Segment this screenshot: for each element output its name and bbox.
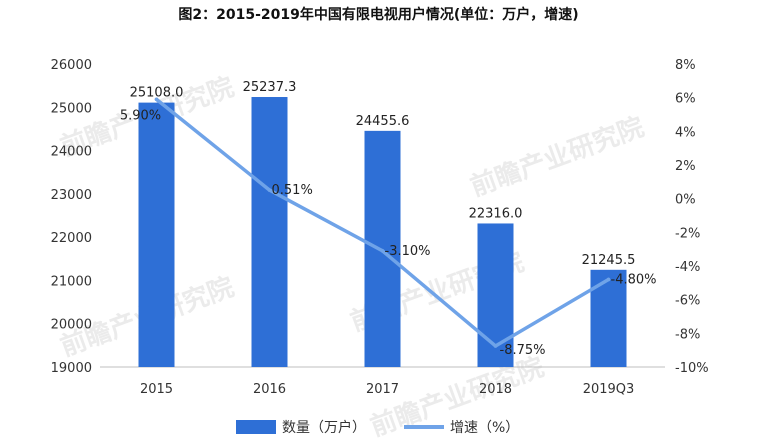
x-tick-label: 2016 (253, 382, 286, 397)
growth-value-label: 0.51% (272, 183, 313, 198)
bar-2015 (138, 102, 175, 368)
y-right-tick-label: 4% (675, 125, 696, 140)
data-labels: 25108.0 25237.3 24455.6 22316.0 21245.5 5.90%… (120, 80, 657, 358)
bar-2016 (251, 97, 288, 368)
bar-value-label: 25108.0 (130, 86, 184, 101)
bar-value-label: 21245.5 (582, 253, 636, 268)
growth-point-2016 (267, 188, 272, 192)
y-right-tick-label: -4% (675, 260, 700, 275)
growth-point-2018 (493, 344, 498, 348)
y-right-tick-label: 0% (675, 193, 696, 208)
y-left-tick-label: 23000 (51, 188, 92, 203)
y-left-tick-label: 20000 (51, 318, 92, 333)
growth-value-label: -4.80% (611, 272, 657, 287)
y-left-tick-label: 19000 (51, 361, 92, 376)
bar-value-label: 25237.3 (243, 80, 297, 95)
growth-point-2015 (154, 97, 159, 102)
legend-label-bar: 数量（万户） (282, 419, 366, 436)
y-right-tick-label: 8% (675, 58, 696, 73)
y-left-tick-label: 22000 (51, 231, 92, 246)
bar-value-label: 22316.0 (469, 206, 523, 221)
chart-title: 图2：2015-2019年中国有限电视用户情况(单位：万户，增速) (178, 7, 579, 23)
watermark-text-1: 前瞻产业研究院 (466, 111, 648, 202)
legend-swatch-bar (236, 420, 276, 434)
growth-value-label: -3.10% (385, 244, 431, 259)
legend: 数量（万户） 增速（%） (236, 419, 519, 436)
axes: 19000 20000 21000 22000 23000 24000 25000 26000… (51, 58, 709, 397)
y-right-tick-label: 2% (675, 159, 696, 174)
growth-value-label: 5.90% (120, 108, 161, 123)
bar-2018 (477, 223, 514, 367)
y-left-tick-label: 26000 (51, 58, 92, 73)
y-right-tick-label: -8% (675, 327, 700, 342)
y-right-tick-label: -2% (675, 226, 700, 241)
y-left-tick-label: 24000 (51, 145, 92, 160)
growth-point-2017 (380, 249, 385, 253)
growth-point-2019Q3 (606, 277, 611, 282)
bar-value-label: 24455.6 (356, 114, 410, 129)
x-tick-label: 2015 (140, 382, 173, 397)
y-right-tick-label: -10% (675, 361, 709, 376)
x-tick-label: 2018 (479, 382, 512, 397)
y-left-tick-label: 21000 (51, 274, 92, 289)
x-tick-label: 2019Q3 (583, 382, 635, 397)
bar-series (138, 97, 627, 368)
y-left-tick-label: 25000 (51, 101, 92, 116)
growth-value-label: -8.75% (500, 343, 546, 358)
y-right-tick-label: 6% (675, 92, 696, 107)
y-right-tick-label: -6% (675, 294, 700, 309)
x-tick-label: 2017 (366, 382, 399, 397)
legend-label-line: 增速（%） (450, 420, 519, 436)
line-series (154, 97, 611, 348)
